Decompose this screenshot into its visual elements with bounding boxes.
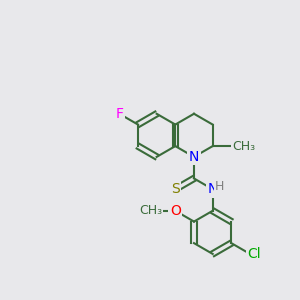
Text: CH₃: CH₃ [232,140,255,153]
Text: N: N [189,150,199,164]
Text: CH₃: CH₃ [139,204,162,217]
Text: Cl: Cl [247,247,261,261]
Text: S: S [171,182,180,196]
Text: O: O [170,204,181,218]
Text: N: N [208,182,218,196]
Text: F: F [115,107,123,121]
Text: H: H [215,180,224,193]
